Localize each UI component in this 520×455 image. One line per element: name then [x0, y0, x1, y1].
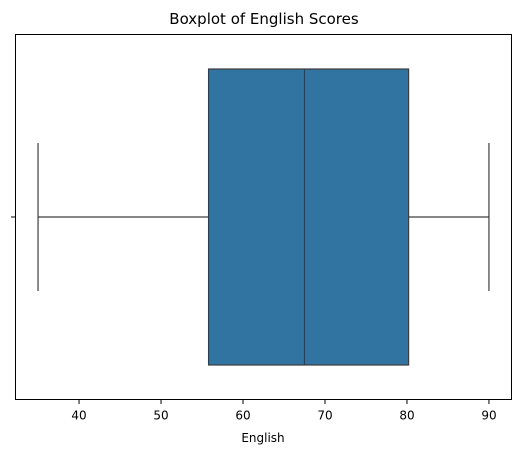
x-tick-label: 50: [153, 409, 168, 423]
x-tick-label: 70: [317, 409, 332, 423]
x-tick-label: 80: [399, 409, 414, 423]
x-tick-label: 40: [71, 409, 86, 423]
x-tick-label: 60: [235, 409, 250, 423]
x-axis-label: English: [241, 431, 284, 445]
x-axis: 40 50 60 70 80 90: [71, 399, 497, 423]
box-group: [37, 68, 490, 366]
iqr-box: [207, 68, 410, 366]
x-tick-label: 90: [481, 409, 496, 423]
chart-title: Boxplot of English Scores: [169, 10, 359, 28]
